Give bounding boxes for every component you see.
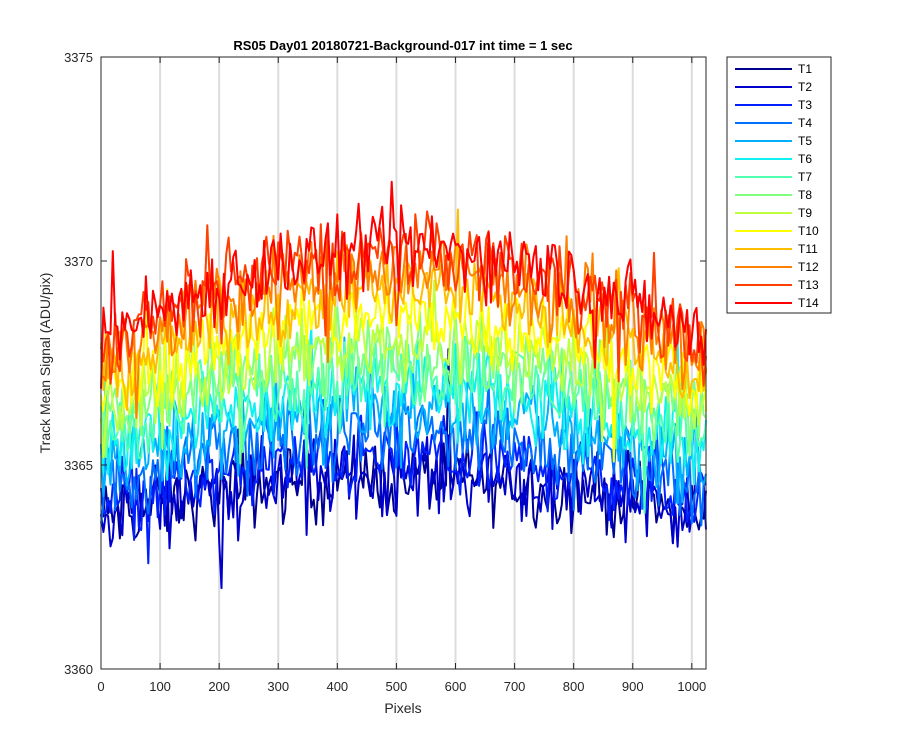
- series-lines: [100, 180, 707, 590]
- y-axis-label: Track Mean Signal (ADU/pix): [37, 273, 53, 454]
- series-line-t3: [100, 411, 707, 565]
- legend-label: T4: [798, 116, 812, 130]
- legend-label: T7: [798, 170, 812, 184]
- legend-label: T9: [798, 206, 812, 220]
- legend-label: T13: [798, 278, 819, 292]
- legend-label: T10: [798, 224, 819, 238]
- x-tick-label: 1000: [677, 679, 706, 694]
- x-tick-label: 700: [504, 679, 526, 694]
- legend-label: T3: [798, 98, 812, 112]
- y-tick-label: 3365: [64, 458, 93, 473]
- x-tick-label: 0: [97, 679, 104, 694]
- series-line-t9: [100, 279, 707, 459]
- legend-label: T1: [798, 62, 812, 76]
- ticks: 0 100 200 300 400 500 600 700 800 900 1000 3360 3365…: [64, 50, 706, 694]
- x-tick-label: 300: [267, 679, 289, 694]
- x-tick-label: 400: [326, 679, 348, 694]
- x-tick-label: 200: [208, 679, 230, 694]
- x-tick-label: 100: [149, 679, 171, 694]
- y-tick-label: 3360: [64, 662, 93, 677]
- y-tick-label: 3375: [64, 50, 93, 65]
- x-tick-label: 600: [445, 679, 467, 694]
- legend: T1 T2 T3 T4 T5 T6 T7 T8 T9 T10 T11 T12 T13 T14: [726, 56, 832, 314]
- legend-label: T8: [798, 188, 812, 202]
- legend-label: T14: [798, 296, 819, 310]
- chart-title: RS05 Day01 20180721-Background-017 int t…: [233, 38, 572, 53]
- x-tick-label: 500: [386, 679, 408, 694]
- legend-label: T11: [798, 242, 818, 256]
- x-tick-label: 800: [563, 679, 585, 694]
- series-line-t14: [100, 180, 707, 389]
- legend-label: T6: [798, 152, 812, 166]
- x-tick-label: 900: [622, 679, 644, 694]
- y-tick-label: 3370: [64, 254, 93, 269]
- legend-label: T12: [798, 260, 819, 274]
- legend-label: T2: [798, 80, 812, 94]
- plot-frame: [100, 56, 707, 670]
- legend-box: [726, 56, 832, 314]
- legend-label: T5: [798, 134, 812, 148]
- x-axis-label: Pixels: [384, 700, 421, 716]
